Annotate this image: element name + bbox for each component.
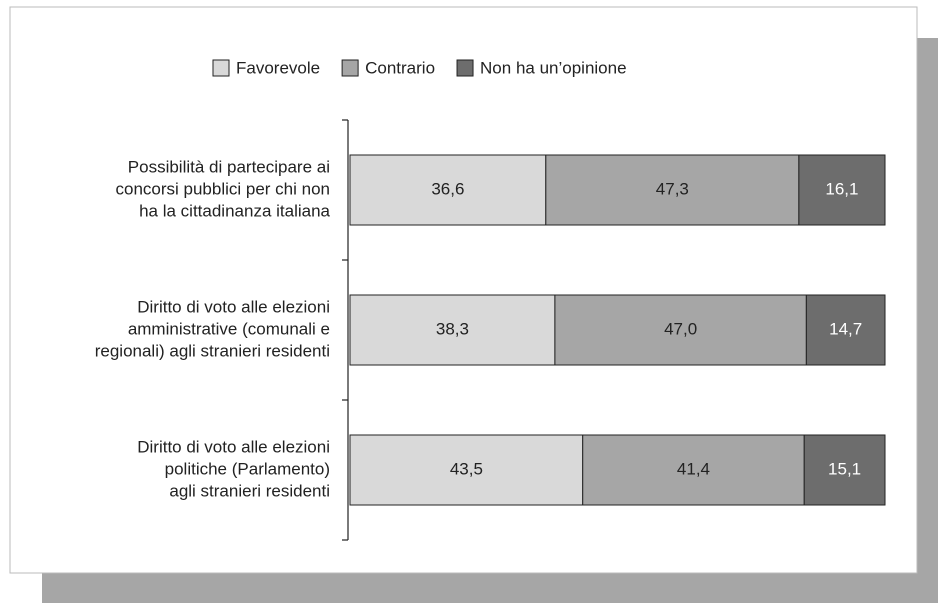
data-label: 41,4	[677, 459, 710, 478]
y-tick-label: ha la cittadinanza italiana	[139, 201, 330, 220]
bar-segment	[803, 434, 886, 506]
y-tick-label: Diritto di voto alle elezioni	[137, 437, 330, 456]
legend-label: Contrario	[365, 58, 435, 77]
bar-segment	[582, 434, 805, 506]
bar-segment	[554, 294, 807, 366]
bar-segment	[349, 154, 547, 226]
data-label: 36,6	[431, 179, 464, 198]
data-label: 38,3	[436, 319, 469, 338]
y-tick-label: agli stranieri residenti	[169, 481, 330, 500]
data-label: 47,0	[664, 319, 697, 338]
y-tick-label: concorsi pubblici per chi non	[115, 179, 330, 198]
data-label: 15,1	[828, 459, 861, 478]
y-tick-label: politiche (Parlamento)	[165, 459, 330, 478]
legend-label: Favorevole	[236, 58, 320, 77]
legend-label: Non ha un’opinione	[480, 58, 627, 77]
y-tick-label: Diritto di voto alle elezioni	[137, 297, 330, 316]
data-label: 16,1	[825, 179, 858, 198]
y-tick-label: regionali) agli stranieri residenti	[95, 341, 330, 360]
y-tick-label: Possibilità di partecipare ai	[128, 157, 330, 176]
legend-swatch	[212, 59, 230, 77]
bar-segment	[805, 294, 886, 366]
bar-segment	[798, 154, 886, 226]
bar-segment	[545, 154, 800, 226]
data-label: 14,7	[829, 319, 862, 338]
bar-segment	[349, 434, 584, 506]
data-label: 47,3	[656, 179, 689, 198]
data-label: 43,5	[450, 459, 483, 478]
y-tick-label: amministrative (comunali e	[128, 319, 330, 338]
legend-swatch	[456, 59, 474, 77]
legend-swatch	[341, 59, 359, 77]
